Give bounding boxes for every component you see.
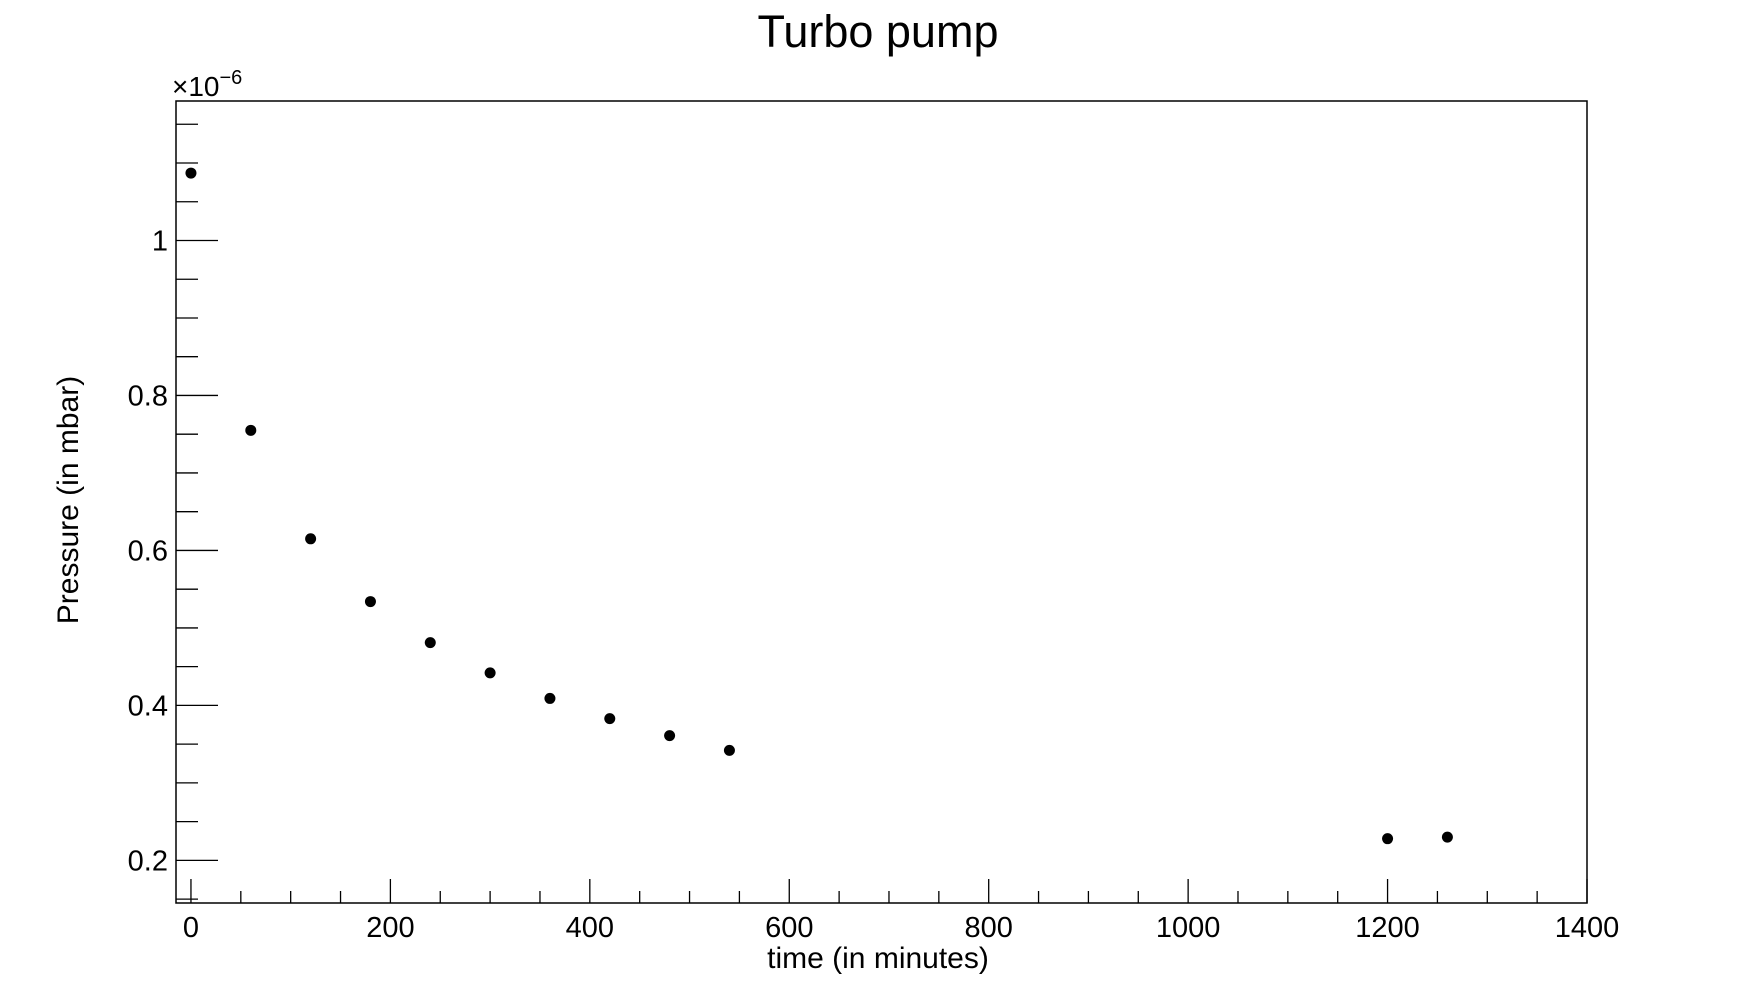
y-tick-label: 1: [152, 225, 168, 257]
y-axis-multiplier-base: ×10: [172, 71, 220, 102]
x-axis-title: time (in minutes): [767, 942, 989, 975]
y-axis-multiplier: ×10−6: [172, 67, 242, 102]
plot-border: [175, 100, 1588, 904]
data-point: [664, 730, 676, 742]
y-tick-label: 0.2: [128, 845, 168, 877]
x-tick-label: 200: [366, 912, 414, 944]
y-tick-label: 0.6: [128, 535, 168, 567]
data-point: [424, 637, 436, 649]
data-points: [185, 167, 1453, 845]
y-axis-multiplier-exponent: −6: [220, 67, 243, 89]
data-point: [1382, 833, 1394, 845]
data-point: [484, 667, 496, 679]
x-tick-label: 0: [183, 912, 199, 944]
plot-frame: [175, 100, 1588, 904]
x-tick-label: 800: [965, 912, 1013, 944]
x-tick-label: 400: [566, 912, 614, 944]
x-tick-label: 600: [765, 912, 813, 944]
y-axis-title: Pressure (in mbar): [52, 376, 85, 624]
data-point: [604, 713, 616, 725]
x-axis: 0 200 400 600 800 1000 1200 1400: [183, 879, 1619, 944]
data-point: [364, 596, 376, 608]
data-point: [1441, 831, 1453, 843]
x-tick-label: 1200: [1355, 912, 1420, 944]
data-point: [305, 533, 317, 545]
x-tick-label: 1000: [1156, 912, 1221, 944]
data-point: [723, 744, 735, 756]
y-tick-label: 0.4: [128, 690, 168, 722]
x-tick-label: 1400: [1555, 912, 1620, 944]
data-point: [544, 692, 556, 704]
y-tick-label: 0.8: [128, 380, 168, 412]
y-axis: 0.2 0.4 0.6 0.8 1: [128, 123, 218, 900]
chart-title: Turbo pump: [758, 6, 999, 57]
data-point: [245, 424, 257, 436]
data-point: [185, 167, 197, 179]
